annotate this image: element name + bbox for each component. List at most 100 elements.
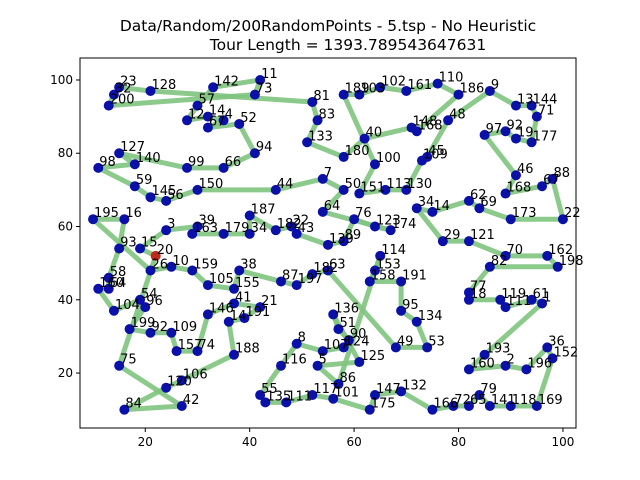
city-node (338, 342, 349, 353)
node-label: 1 (543, 290, 551, 305)
city-node (343, 335, 354, 346)
tour-edge (179, 352, 237, 383)
node-label: 160 (99, 276, 124, 291)
node-label: 163 (193, 221, 218, 236)
city-node (161, 195, 172, 206)
node-label: 180 (345, 144, 370, 159)
node-label: 34 (251, 221, 268, 236)
node-label: 88 (554, 166, 571, 181)
tour-edge (95, 165, 138, 189)
city-node (218, 228, 229, 239)
node-label: 94 (256, 140, 273, 155)
node-label: 56 (167, 188, 184, 203)
node-label: 121 (470, 228, 495, 243)
city-node (103, 100, 114, 111)
tour-edge (116, 84, 153, 94)
node-label: 57 (198, 93, 215, 108)
node-label: 103 (360, 82, 385, 97)
node-label: 177 (533, 129, 558, 144)
city-node (145, 85, 156, 96)
city-node (202, 111, 213, 122)
tour-edge (116, 363, 185, 409)
node-label: 64 (324, 199, 341, 214)
node-label: 161 (407, 78, 432, 93)
city-node (500, 302, 511, 313)
node-label: 119 (501, 287, 526, 302)
city-node (114, 243, 125, 254)
node-label: 150 (198, 177, 223, 192)
city-node (103, 272, 114, 283)
city-node (114, 148, 125, 159)
city-node (312, 360, 323, 371)
tour-edge (523, 344, 550, 372)
node-label: 100 (376, 151, 401, 166)
city-node (495, 294, 506, 305)
node-label: 187 (251, 203, 276, 218)
node-label: 92 (507, 118, 524, 133)
city-node (385, 225, 396, 236)
chart-title-line-2: Tour Length = 1393.789543647631 (209, 36, 486, 54)
node-label: 105 (209, 272, 234, 287)
node-label: 40 (366, 126, 383, 141)
node-label: 196 (527, 356, 552, 371)
city-node (338, 184, 349, 195)
city-node (244, 210, 255, 221)
node-label: 4 (225, 107, 233, 122)
city-node (338, 151, 349, 162)
node-label: 107 (324, 338, 349, 353)
city-node (390, 342, 401, 353)
tour-edge (226, 319, 237, 358)
city-node (328, 393, 339, 404)
node-label: 22 (292, 214, 309, 229)
city-node (416, 155, 427, 166)
city-node (323, 239, 333, 250)
city-node (255, 390, 266, 401)
city-node (276, 276, 287, 287)
node-label: 75 (120, 353, 137, 368)
city-node (505, 401, 516, 412)
node-label: 41 (235, 290, 252, 305)
node-label: 158 (371, 268, 396, 283)
city-node (427, 404, 438, 415)
city-node (484, 261, 495, 272)
city-node (375, 82, 386, 93)
city-node (547, 353, 558, 364)
city-node (129, 181, 140, 192)
tour-edge (106, 245, 122, 281)
tour-edge (403, 158, 425, 193)
city-node (124, 324, 135, 335)
city-node (218, 115, 229, 126)
city-node (369, 159, 380, 170)
node-label: 173 (512, 206, 537, 221)
node-label: 182 (277, 217, 302, 232)
node-label: 198 (559, 254, 584, 269)
city-node (453, 89, 464, 100)
tour-edge (466, 264, 493, 295)
tour-edge (137, 227, 169, 251)
tour-edge (304, 139, 347, 160)
node-label: 151 (360, 181, 385, 196)
city-node (443, 115, 454, 126)
tour-edge (147, 88, 315, 105)
node-label: 9 (491, 78, 499, 93)
city-node (187, 265, 198, 276)
city-node (479, 349, 490, 360)
node-label: 49 (397, 334, 414, 349)
node-label: 140 (136, 151, 161, 166)
city-node (432, 78, 443, 89)
node-label: 147 (376, 382, 401, 397)
tour-edge (429, 198, 472, 215)
node-label: 114 (381, 243, 406, 258)
city-node (187, 228, 198, 239)
node-label: 162 (548, 243, 573, 258)
city-node (255, 74, 266, 85)
city-node (463, 195, 474, 206)
city-node (437, 236, 448, 247)
city-node (500, 188, 511, 199)
city-node (166, 261, 177, 272)
node-label: 34 (418, 195, 435, 210)
start-node (150, 250, 161, 261)
city-node (380, 184, 391, 195)
city-node (171, 346, 182, 357)
tour-edge (236, 121, 258, 156)
